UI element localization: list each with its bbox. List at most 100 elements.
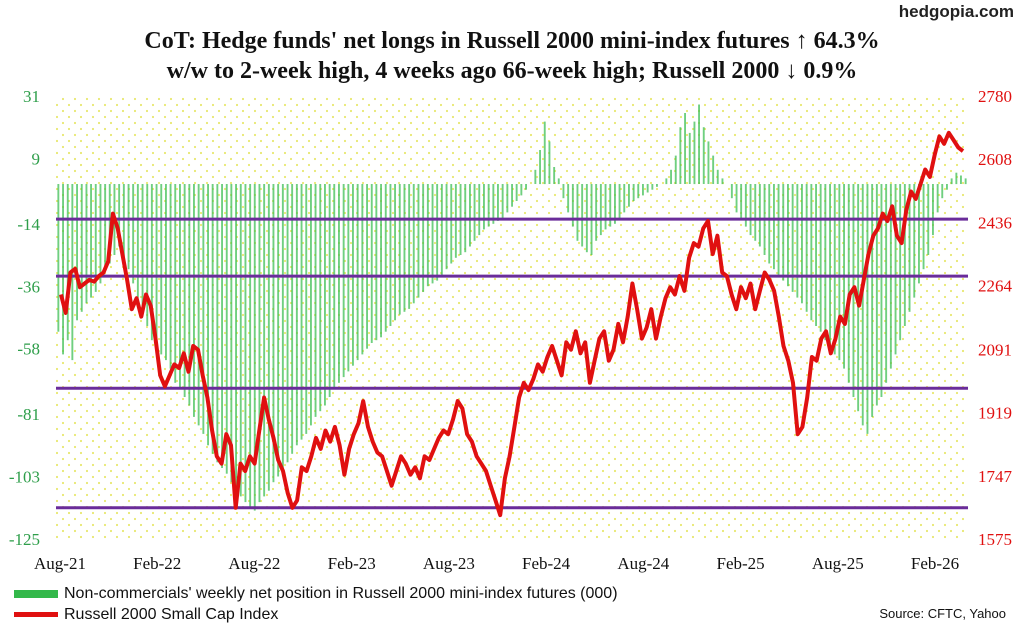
futures-bar: [314, 184, 317, 417]
futures-bar: [389, 184, 392, 326]
futures-bar: [651, 184, 654, 190]
left-tick-label: -125: [9, 530, 40, 549]
futures-bar: [263, 184, 266, 497]
futures-bar: [805, 184, 808, 312]
futures-bar: [207, 184, 209, 446]
futures-bar: [426, 184, 429, 287]
futures-bar: [483, 184, 485, 230]
futures-bar: [637, 184, 640, 199]
site-watermark: hedgopia.com: [898, 2, 1014, 21]
futures-bar: [328, 184, 331, 397]
futures-bar: [436, 184, 439, 281]
futures-bar: [810, 184, 813, 321]
futures-bar: [614, 184, 616, 224]
futures-bar: [76, 184, 78, 321]
futures-bar: [300, 184, 303, 440]
futures-bar: [253, 184, 256, 511]
title-line-2: w/w to 2-week high, 4 weeks ago 66-week …: [166, 58, 858, 84]
futures-bar: [838, 184, 841, 361]
right-tick-label: 2091: [978, 340, 1012, 359]
futures-bar: [277, 184, 280, 477]
futures-bar: [525, 184, 527, 190]
futures-bar: [894, 184, 897, 355]
futures-bar: [80, 184, 83, 312]
legend-item-futures: Non-commercials' weekly net position in …: [14, 585, 618, 603]
futures-bar: [94, 184, 97, 292]
futures-bar: [183, 184, 186, 397]
x-tick-label: Feb-25: [717, 554, 765, 573]
futures-bar: [506, 184, 509, 213]
futures-bar: [127, 184, 130, 270]
futures-bar: [122, 184, 125, 258]
futures-bar: [118, 184, 121, 247]
futures-bar: [361, 184, 364, 355]
futures-bar: [847, 184, 850, 383]
futures-bar: [57, 184, 60, 332]
futures-bar: [791, 184, 794, 292]
futures-bar: [305, 184, 308, 434]
left-tick-label: -14: [17, 215, 40, 234]
left-tick-label: 31: [23, 87, 40, 106]
legend-label-index: Russell 2000 Small Cap Index: [64, 606, 279, 623]
futures-bar: [716, 169, 719, 184]
futures-bar: [356, 184, 359, 361]
futures-bar: [174, 184, 177, 383]
futures-bar: [179, 184, 181, 389]
futures-bar: [861, 184, 864, 426]
futures-bar: [744, 184, 747, 227]
futures-bar: [146, 184, 149, 326]
futures-bar: [581, 184, 584, 247]
futures-bar: [665, 178, 668, 185]
futures-bar: [216, 184, 219, 463]
futures-bar: [698, 104, 700, 184]
futures-bar: [693, 121, 696, 185]
futures-bar: [104, 184, 107, 270]
futures-bar: [295, 184, 298, 446]
futures-bar: [403, 184, 406, 312]
futures-bar: [543, 121, 546, 185]
futures-bar: [501, 184, 504, 219]
futures-bar: [202, 184, 205, 434]
futures-bar: [333, 184, 336, 389]
futures-bar: [136, 184, 139, 298]
futures-bar: [380, 184, 382, 338]
futures-bar: [469, 184, 471, 247]
left-tick-label: -58: [17, 340, 40, 359]
x-tick-label: Aug-22: [228, 554, 280, 573]
futures-bar: [628, 184, 630, 207]
futures-bar: [99, 184, 102, 284]
futures-bar: [422, 184, 425, 292]
futures-bar: [801, 184, 803, 304]
futures-bar: [899, 184, 902, 341]
futures-bar: [281, 184, 284, 468]
futures-bar: [319, 184, 322, 412]
left-tick-label: 9: [32, 149, 41, 168]
futures-bar: [66, 184, 69, 341]
futures-bar: [150, 184, 153, 341]
legend-swatch-bar: [14, 589, 58, 598]
legend-label-futures: Non-commercials' weekly net position in …: [64, 585, 618, 602]
futures-bar: [520, 184, 523, 196]
futures-bar: [132, 184, 135, 284]
futures-bar: [557, 178, 560, 185]
x-tick-label: Feb-26: [911, 554, 959, 573]
futures-bar: [688, 132, 691, 184]
futures-bar: [618, 184, 621, 219]
futures-bar: [913, 184, 916, 298]
futures-bar: [964, 178, 967, 185]
futures-bar: [758, 184, 761, 247]
futures-bar: [679, 127, 682, 184]
futures-bar: [548, 141, 551, 184]
futures-bar: [642, 184, 644, 196]
futures-bar: [946, 184, 948, 190]
futures-bar: [338, 184, 340, 383]
x-tick-label: Aug-24: [617, 554, 669, 573]
futures-bar: [239, 184, 242, 497]
futures-bar: [90, 184, 92, 298]
x-tick-label: Feb-23: [328, 554, 376, 573]
futures-bar: [656, 184, 658, 187]
futures-bar: [623, 184, 626, 213]
futures-bar: [384, 184, 387, 332]
futures-bar: [674, 155, 677, 184]
futures-bar: [955, 172, 958, 185]
